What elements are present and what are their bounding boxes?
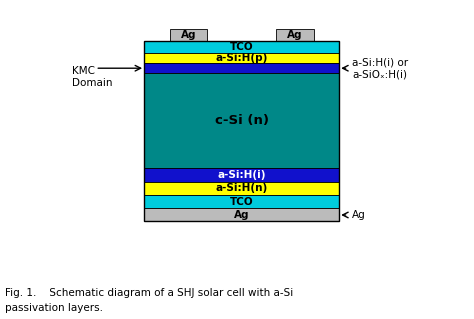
- Text: TCO: TCO: [230, 42, 254, 52]
- Text: Ag: Ag: [234, 210, 249, 220]
- Text: Ag: Ag: [287, 30, 303, 40]
- Text: TCO: TCO: [230, 197, 254, 207]
- Bar: [144, 41, 339, 53]
- Bar: [144, 41, 339, 221]
- Bar: [276, 29, 314, 41]
- Text: Ag: Ag: [352, 210, 366, 220]
- Bar: [144, 208, 339, 221]
- Text: a-Si:H(i): a-Si:H(i): [218, 170, 266, 180]
- Text: Fig. 1.    Schematic diagram of a SHJ solar cell with a-Si: Fig. 1. Schematic diagram of a SHJ solar…: [5, 288, 293, 298]
- Text: KMC
Domain: KMC Domain: [72, 66, 113, 88]
- Bar: [144, 168, 339, 182]
- Bar: [170, 29, 207, 41]
- Bar: [144, 53, 339, 63]
- Text: c-Si (n): c-Si (n): [215, 114, 269, 127]
- Bar: [144, 195, 339, 208]
- Bar: [144, 73, 339, 168]
- Text: passivation layers.: passivation layers.: [5, 303, 103, 313]
- Text: a-Si:H(p): a-Si:H(p): [216, 53, 268, 63]
- Text: a-Si:H(i) or
a-SiOₓ:H(i): a-Si:H(i) or a-SiOₓ:H(i): [352, 57, 408, 79]
- Bar: [144, 182, 339, 195]
- Text: Ag: Ag: [181, 30, 196, 40]
- Bar: [144, 63, 339, 73]
- Text: a-Si:H(n): a-Si:H(n): [216, 183, 268, 193]
